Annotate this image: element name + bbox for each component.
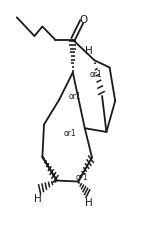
Text: or1: or1 — [69, 92, 81, 101]
Text: H: H — [34, 194, 42, 204]
Text: or1: or1 — [64, 129, 77, 138]
Text: O: O — [79, 15, 87, 25]
Text: H: H — [85, 198, 93, 208]
Text: or1: or1 — [76, 173, 89, 182]
Text: H: H — [85, 46, 93, 56]
Text: or1: or1 — [89, 70, 102, 79]
